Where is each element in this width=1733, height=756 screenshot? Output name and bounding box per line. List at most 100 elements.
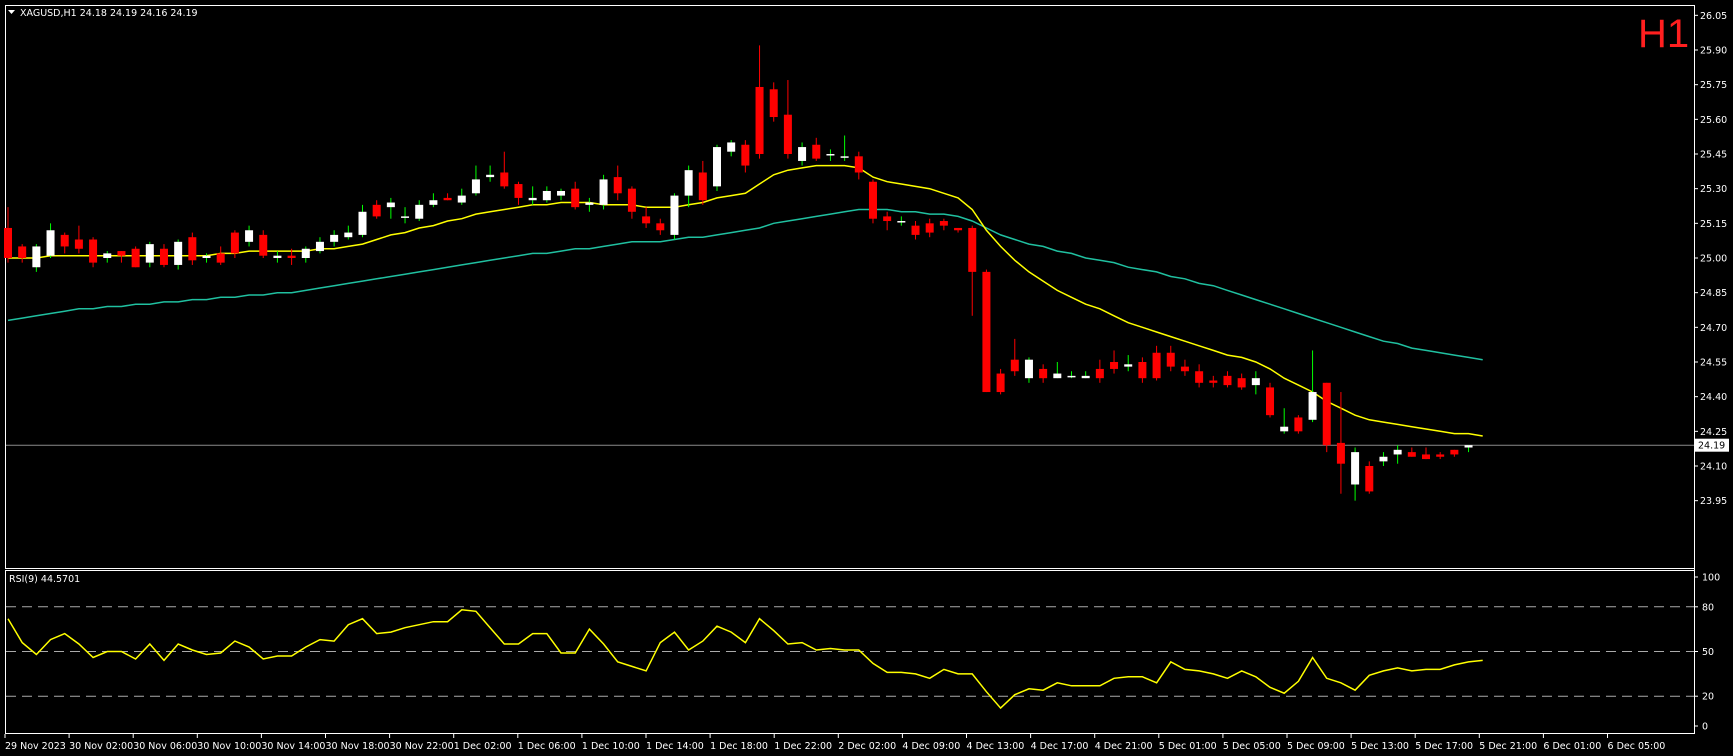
rsi-tick-label: 50 xyxy=(1702,647,1714,658)
candle-body xyxy=(812,144,821,159)
candle-body xyxy=(542,190,551,201)
ma-slow-line xyxy=(7,208,1483,361)
candle-body xyxy=(1422,454,1430,460)
candle-body xyxy=(1266,387,1275,416)
time-tick-label: 6 Dec 05:00 xyxy=(1608,741,1666,752)
candle-body xyxy=(4,227,12,258)
rsi-label: RSI(9) 44.5701 xyxy=(9,574,80,585)
candle-body xyxy=(996,373,1005,393)
time-tick-label: 30 Nov 14:00 xyxy=(261,741,325,752)
candle-body xyxy=(982,271,991,393)
candle-body xyxy=(514,184,523,198)
candle-body xyxy=(1209,380,1218,383)
candle-body xyxy=(301,248,310,258)
rsi-panel-border xyxy=(5,570,1695,734)
time-tick-label: 29 Nov 2023 xyxy=(5,741,66,752)
candle-body xyxy=(386,202,395,208)
candle-body xyxy=(372,204,381,217)
time-tick-label: 2 Dec 02:00 xyxy=(838,741,896,752)
candle-body xyxy=(883,216,892,222)
time-tick-label: 4 Dec 17:00 xyxy=(1031,741,1089,752)
candle-body xyxy=(840,156,849,158)
time-tick-label: 5 Dec 01:00 xyxy=(1159,741,1217,752)
candle-body xyxy=(1067,375,1076,378)
candle-body xyxy=(854,156,863,173)
price-tick-label: 26.05 xyxy=(1700,11,1727,22)
candle-body xyxy=(713,147,721,187)
candle-body xyxy=(1393,449,1402,455)
price-tick-label: 24.10 xyxy=(1700,462,1727,473)
candle-body xyxy=(1280,426,1289,432)
candle-body xyxy=(429,200,438,205)
candle-body xyxy=(401,216,410,218)
time-tick-label: 1 Dec 10:00 xyxy=(582,741,640,752)
candle-body xyxy=(1223,375,1232,386)
candle-body xyxy=(968,227,977,272)
candle-body xyxy=(245,230,254,242)
candle-body xyxy=(911,225,920,235)
candle-body xyxy=(1308,392,1317,420)
candle-body xyxy=(202,255,211,258)
candle-body xyxy=(287,255,296,258)
candle-body xyxy=(670,195,679,235)
candle-body xyxy=(1195,371,1204,383)
candle-body xyxy=(1166,352,1175,367)
rsi-tick-label: 20 xyxy=(1702,692,1714,703)
price-tick-label: 24.85 xyxy=(1700,288,1727,299)
price-tick-label: 24.55 xyxy=(1700,358,1727,369)
candle-body xyxy=(344,232,353,238)
time-tick-label: 4 Dec 09:00 xyxy=(902,741,960,752)
time-tick-label: 4 Dec 13:00 xyxy=(967,741,1025,752)
rsi-line xyxy=(7,609,1483,710)
candle-body xyxy=(259,234,268,256)
rsi-tick-label: 0 xyxy=(1702,722,1708,733)
candle-body xyxy=(1336,442,1345,464)
time-tick-label: 5 Dec 17:00 xyxy=(1415,741,1473,752)
candle-body xyxy=(826,154,835,156)
candle-body xyxy=(1053,373,1062,379)
candle-body xyxy=(89,239,98,263)
chevron-down-icon[interactable] xyxy=(8,10,15,14)
price-tick-label: 25.60 xyxy=(1700,115,1727,126)
candle-body xyxy=(741,144,750,166)
candle-body xyxy=(1251,378,1260,386)
candle-body xyxy=(188,237,197,261)
time-tick-label: 1 Dec 18:00 xyxy=(710,741,768,752)
candle-body xyxy=(273,255,282,258)
candle-body xyxy=(1351,452,1360,485)
candle-body xyxy=(145,244,154,263)
candle-body xyxy=(1010,359,1019,372)
candle-body xyxy=(1464,445,1473,448)
time-tick-label: 4 Dec 21:00 xyxy=(1095,741,1153,752)
candle-body xyxy=(868,181,877,219)
price-tick-label: 25.90 xyxy=(1700,46,1727,57)
candle-body xyxy=(585,202,594,205)
candle-body xyxy=(1110,362,1119,369)
time-tick-label: 1 Dec 14:00 xyxy=(646,741,704,752)
candle-body xyxy=(684,170,693,196)
candle-body xyxy=(103,253,112,258)
candle-body xyxy=(1152,352,1161,379)
candle-body xyxy=(159,248,168,265)
rsi-level-lines xyxy=(6,606,1694,697)
timeframe-badge: H1 xyxy=(1638,12,1689,56)
time-tick-label: 30 Nov 06:00 xyxy=(133,741,197,752)
candle-body xyxy=(599,179,608,205)
price-tick-label: 25.75 xyxy=(1700,80,1727,91)
candle-body xyxy=(1138,362,1147,379)
candle-body xyxy=(1081,375,1090,379)
candle-body xyxy=(486,174,495,178)
candle-body xyxy=(174,241,183,265)
candle-body xyxy=(769,89,778,118)
rsi-axis: 100 80 50 20 0 xyxy=(1694,573,1720,733)
ma-fast-line xyxy=(8,164,1483,437)
time-tick-label: 30 Nov 22:00 xyxy=(390,741,454,752)
candle-body xyxy=(131,248,140,268)
candle-body xyxy=(528,197,537,201)
candle-body xyxy=(1365,466,1374,492)
candle-body xyxy=(642,216,651,224)
candle-body xyxy=(1379,456,1388,462)
price-panel-border xyxy=(5,5,1695,569)
candle-body xyxy=(315,241,324,252)
